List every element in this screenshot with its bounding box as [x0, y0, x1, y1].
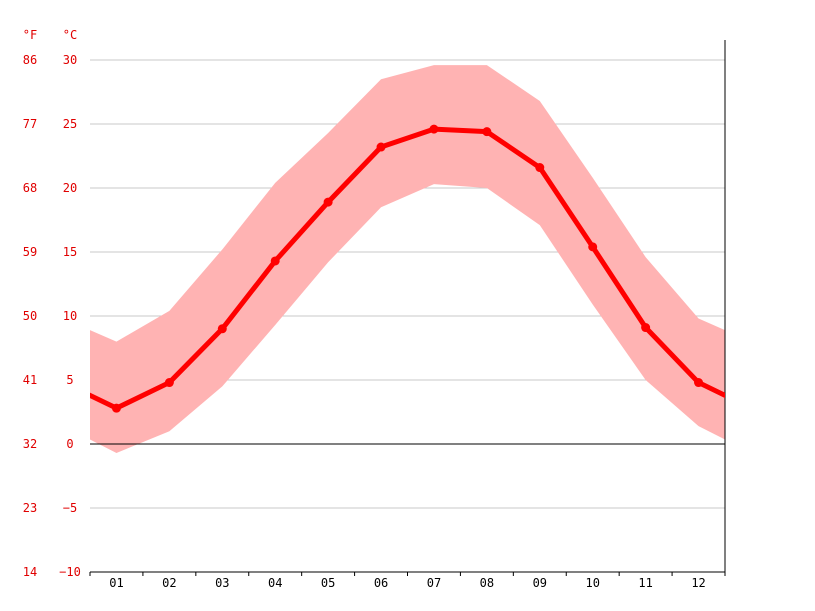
- mean-temperature-point: [111, 403, 121, 413]
- mean-temperature-point: [482, 127, 492, 137]
- celsius-tick-label: 5: [66, 373, 73, 387]
- fahrenheit-tick-label: 23: [23, 501, 37, 515]
- mean-temperature-point: [535, 163, 545, 173]
- celsius-unit-label: °C: [63, 28, 77, 42]
- mean-temperature-point: [641, 323, 651, 333]
- fahrenheit-tick-label: 32: [23, 437, 37, 451]
- celsius-tick-label: 20: [63, 181, 77, 195]
- month-tick-label: 07: [427, 576, 441, 590]
- mean-temperature-point: [217, 324, 227, 334]
- month-tick-label: 04: [268, 576, 282, 590]
- mean-temperature-point: [588, 242, 598, 252]
- mean-temperature-point: [429, 124, 439, 134]
- fahrenheit-tick-label: 59: [23, 245, 37, 259]
- month-tick-label: 10: [585, 576, 599, 590]
- month-tick-label: 05: [321, 576, 335, 590]
- fahrenheit-tick-label: 41: [23, 373, 37, 387]
- mean-temperature-series: [90, 124, 725, 413]
- month-tick-label: 12: [691, 576, 705, 590]
- celsius-tick-label: −5: [63, 501, 77, 515]
- mean-temperature-point: [376, 142, 386, 152]
- min-max-range-area: [90, 65, 725, 453]
- month-tick-label: 08: [480, 576, 494, 590]
- month-tick-label: 03: [215, 576, 229, 590]
- mean-temperature-point: [694, 378, 704, 388]
- mean-temperature-line: [90, 126, 725, 411]
- month-tick-label: 02: [162, 576, 176, 590]
- celsius-tick-label: 15: [63, 245, 77, 259]
- axis-labels: °F °C 86 30 77 25 68 20 59 15 50 10 41 5 32 0 23 −5 14 −1…: [23, 28, 706, 590]
- month-tick-label: 06: [374, 576, 388, 590]
- temperature-range-band: [90, 65, 725, 453]
- month-tick-label: 11: [638, 576, 652, 590]
- mean-temperature-point: [270, 256, 280, 266]
- mean-temperature-point: [323, 197, 333, 207]
- fahrenheit-tick-label: 86: [23, 53, 37, 67]
- celsius-tick-label: 10: [63, 309, 77, 323]
- celsius-tick-label: −10: [59, 565, 81, 579]
- fahrenheit-tick-label: 14: [23, 565, 37, 579]
- month-tick-label: 01: [109, 576, 123, 590]
- month-tick-label: 09: [533, 576, 547, 590]
- axes: [89, 40, 726, 576]
- celsius-tick-label: 30: [63, 53, 77, 67]
- mean-temperature-point: [164, 378, 174, 388]
- fahrenheit-tick-label: 68: [23, 181, 37, 195]
- fahrenheit-tick-label: 77: [23, 117, 37, 131]
- celsius-tick-label: 0: [66, 437, 73, 451]
- fahrenheit-tick-label: 50: [23, 309, 37, 323]
- fahrenheit-unit-label: °F: [23, 28, 37, 42]
- celsius-tick-label: 25: [63, 117, 77, 131]
